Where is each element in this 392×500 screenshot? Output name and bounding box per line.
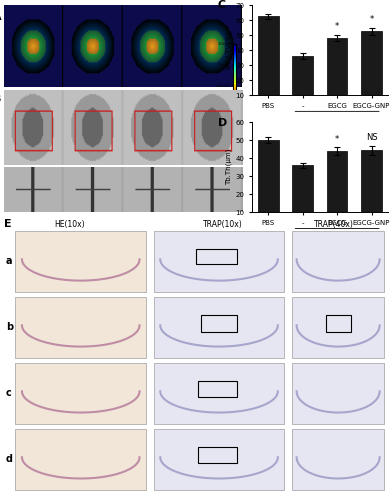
Text: a: a — [6, 256, 12, 266]
Bar — [198, 380, 237, 396]
Text: E: E — [4, 218, 11, 228]
Text: NS: NS — [366, 133, 377, 142]
Bar — [196, 249, 237, 264]
Bar — [327, 38, 347, 110]
Text: *: * — [369, 15, 374, 24]
Bar — [327, 151, 347, 230]
Text: *: * — [335, 22, 339, 32]
Text: HE(10x): HE(10x) — [54, 220, 85, 228]
Text: b: b — [6, 322, 13, 332]
Bar — [361, 150, 382, 230]
Bar — [258, 140, 279, 230]
Text: LPS: LPS — [331, 240, 343, 246]
Bar — [361, 32, 382, 110]
Bar — [201, 314, 237, 332]
Text: d: d — [6, 454, 13, 464]
Bar — [258, 16, 279, 110]
Bar — [326, 314, 350, 332]
Bar — [198, 446, 237, 462]
Text: A: A — [0, 12, 2, 22]
Bar — [292, 56, 313, 110]
Y-axis label: Tb.Th(μm): Tb.Th(μm) — [226, 149, 232, 186]
Text: TRAP(40x): TRAP(40x) — [314, 220, 354, 228]
Text: c: c — [6, 388, 12, 398]
Text: C: C — [218, 0, 226, 10]
Text: TRAP(10x): TRAP(10x) — [203, 220, 243, 228]
Text: *: * — [335, 135, 339, 144]
Text: D: D — [218, 118, 227, 128]
Text: LPS: LPS — [331, 122, 343, 128]
Text: B: B — [0, 94, 2, 104]
Bar — [292, 166, 313, 230]
Y-axis label: BV / TV(%): BV / TV(%) — [226, 32, 232, 68]
